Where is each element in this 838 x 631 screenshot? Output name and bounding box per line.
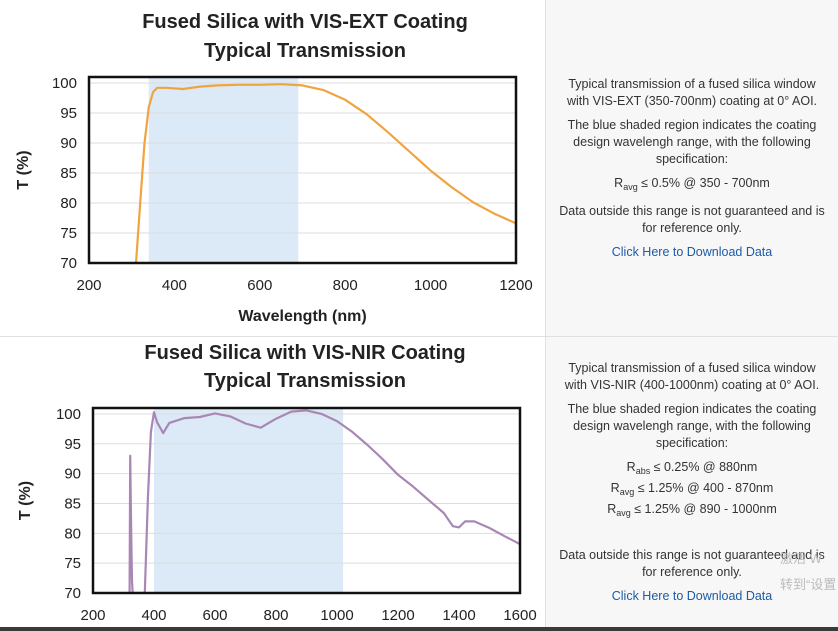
disclaimer-text: Data outside this range is not guarantee…	[559, 203, 825, 235]
x-tick-label: 1400	[442, 607, 475, 624]
x-tick-label: 1000	[320, 607, 353, 624]
plot-frame	[87, 75, 518, 265]
x-tick-label: 800	[333, 277, 358, 294]
spec-list: Rabs ≤ 0.25% @ 880nm Ravg ≤ 1.25% @ 400 …	[607, 459, 777, 522]
coating-design-range-shade	[154, 408, 344, 593]
shaded-note-text: The blue shaded region indicates the coa…	[567, 401, 817, 450]
y-tick-label: 95	[60, 105, 77, 122]
y-tick-label: 85	[60, 165, 77, 182]
y-tick-label: 80	[64, 525, 81, 542]
chart-title-line: Fused Silica with VIS-NIR Coating	[144, 342, 465, 364]
x-tick-label: 1200	[499, 277, 532, 294]
spec-line: Ravg ≤ 1.25% @ 400 - 870nm	[607, 480, 777, 501]
x-tick-label: 800	[263, 607, 288, 624]
download-data-link[interactable]: Click Here to Download Data	[611, 244, 773, 259]
spec-symbol: R	[614, 175, 624, 190]
spec-symbol: R	[626, 459, 636, 474]
y-tick-label: 90	[60, 135, 77, 152]
spec-subscript: avg	[616, 507, 631, 518]
y-tick-label: 70	[64, 585, 81, 602]
product-row-vis-ext: Fused Silica with VIS-EXT Coating Typical…	[0, 0, 838, 337]
coating-design-range-shade	[148, 77, 299, 263]
x-tick-label: 400	[141, 607, 166, 624]
description-text: Typical transmission of a fused silica w…	[564, 360, 820, 392]
y-tick-label: 75	[64, 555, 81, 572]
info-panel-vis-ext: Typical transmission of a fused silica w…	[546, 0, 838, 336]
y-tick-label: 100	[52, 75, 77, 92]
info-panel-vis-nir: Typical transmission of a fused silica w…	[546, 337, 838, 627]
plot-frame	[91, 406, 522, 595]
transmission-series-line	[128, 409, 520, 593]
chart-cell-vis-ext: Fused Silica with VIS-EXT Coating Typical…	[0, 0, 546, 336]
watermark-line-2: 转到“设置	[780, 577, 837, 592]
y-axis-label: T (%)	[15, 150, 32, 189]
y-tick-label: 80	[60, 195, 77, 212]
x-tick-label: 1000	[414, 277, 447, 294]
x-tick-label: 1600	[503, 607, 536, 624]
x-tick-label: 600	[202, 607, 227, 624]
transmission-series-line	[134, 83, 516, 263]
description-text: Typical transmission of a fused silica w…	[566, 76, 818, 108]
y-tick-label: 100	[56, 406, 81, 423]
spec-line: Ravg ≤ 1.25% @ 890 - 1000nm	[607, 501, 777, 522]
y-tick-label: 70	[60, 255, 77, 272]
spec-line: Ravg ≤ 0.5% @ 350 - 700nm	[614, 175, 770, 196]
x-axis-label: Wavelength (nm)	[238, 308, 366, 325]
y-axis-label: T (%)	[17, 481, 34, 520]
spec-subscript: avg	[619, 486, 635, 497]
spec-symbol: R	[607, 501, 617, 516]
spec-subscript: avg	[623, 181, 638, 192]
y-tick-label: 95	[64, 436, 81, 453]
transmission-chart-vis-nir: Fused Silica with VIS-NIR Coating Typical…	[17, 342, 537, 624]
x-tick-label: 400	[162, 277, 187, 294]
x-tick-label: 1200	[381, 607, 414, 624]
spec-symbol: R	[610, 480, 620, 495]
watermark-line-1: 激活 W	[780, 551, 822, 566]
chart-title-line: Typical Transmission	[204, 40, 406, 62]
download-data-link[interactable]: Click Here to Download Data	[611, 588, 773, 603]
x-tick-label: 600	[247, 277, 272, 294]
transmission-chart-vis-ext: Fused Silica with VIS-EXT Coating Typical…	[15, 11, 533, 325]
shaded-note-text: The blue shaded region indicates the coa…	[567, 117, 817, 166]
spec-text: ≤ 0.25% @ 880nm	[650, 459, 758, 474]
spec-text: ≤ 0.5% @ 350 - 700nm	[637, 175, 770, 190]
x-tick-label: 200	[80, 607, 105, 624]
spec-list: Ravg ≤ 0.5% @ 350 - 700nm	[614, 175, 770, 196]
bottom-scrollbar-strip	[0, 627, 838, 631]
spec-text: ≤ 1.25% @ 400 - 870nm	[634, 480, 774, 495]
disclaimer-text: Data outside this range is not guarantee…	[559, 547, 825, 579]
y-tick-label: 85	[64, 495, 81, 512]
spec-text: ≤ 1.25% @ 890 - 1000nm	[630, 501, 777, 516]
spec-line: Rabs ≤ 0.25% @ 880nm	[607, 459, 777, 480]
spec-subscript: abs	[635, 465, 651, 476]
chart-title-line: Typical Transmission	[204, 370, 406, 392]
y-tick-label: 75	[60, 225, 77, 242]
chart-cell-vis-nir: Fused Silica with VIS-NIR Coating Typical…	[0, 337, 546, 627]
y-tick-label: 90	[64, 466, 81, 483]
x-tick-label: 200	[76, 277, 101, 294]
product-row-vis-nir: Fused Silica with VIS-NIR Coating Typical…	[0, 337, 838, 628]
chart-title-line: Fused Silica with VIS-EXT Coating	[142, 11, 468, 33]
